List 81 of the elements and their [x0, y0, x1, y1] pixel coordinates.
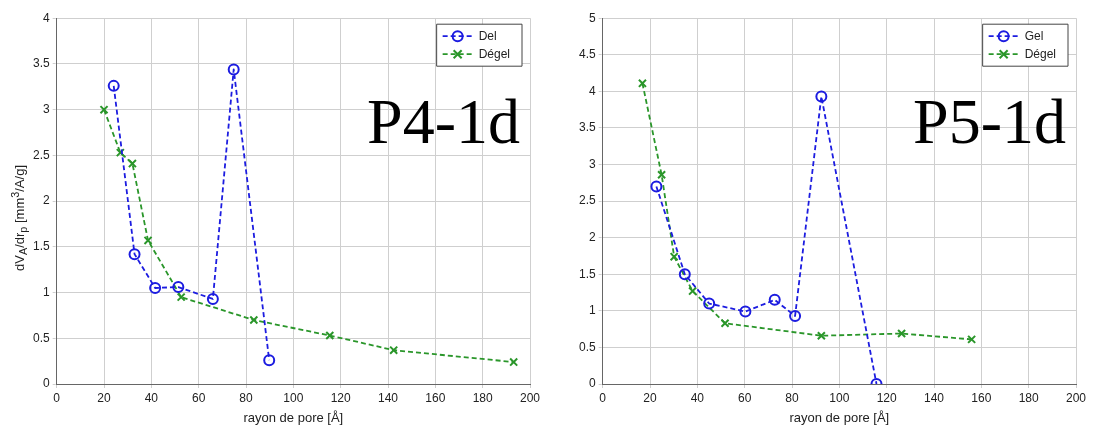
- y-tick-label: 0.5: [32, 330, 50, 345]
- y-tick-label: 2.5: [578, 193, 596, 208]
- point: [967, 334, 977, 344]
- x-tick-label: 60: [738, 390, 752, 405]
- y-tick-label: 1.5: [578, 266, 596, 281]
- legend-label: Del: [478, 28, 497, 43]
- point: [127, 159, 137, 169]
- x-tick-label: 100: [829, 390, 850, 405]
- x-tick-label: 120: [330, 390, 351, 405]
- y-tick-label: 4: [588, 83, 596, 98]
- x-tick-label: 120: [876, 390, 897, 405]
- point: [128, 248, 141, 261]
- point: [325, 331, 335, 341]
- point: [115, 148, 125, 158]
- x-tick-label: 60: [192, 390, 206, 405]
- y-tick-label: 4: [42, 10, 50, 25]
- y-tick-label: 0.5: [578, 339, 596, 354]
- point: [720, 318, 730, 328]
- x-tick-label: 20: [643, 390, 658, 405]
- point: [263, 354, 276, 367]
- y-tick-label: 5: [588, 10, 596, 25]
- y-tick-label: 4.5: [578, 47, 596, 62]
- point: [678, 268, 691, 281]
- point: [149, 281, 162, 294]
- point: [227, 63, 240, 76]
- legend-label: Gel: [1024, 28, 1044, 43]
- x-axis-title: rayon de pore [Å]: [789, 409, 890, 425]
- x-tick-label: 20: [97, 390, 112, 405]
- point: [897, 328, 907, 339]
- x-tick-label: 200: [1065, 390, 1087, 405]
- y-tick-label: 0: [42, 376, 50, 391]
- point: [637, 78, 647, 88]
- x-tick-label: 0: [599, 390, 607, 405]
- y-tick-label: 3: [42, 101, 50, 116]
- point: [650, 180, 663, 193]
- point: [768, 293, 781, 306]
- x-tick-label: 180: [472, 390, 493, 405]
- y-tick-label: 1: [588, 303, 596, 318]
- y-tick-label: 3.5: [32, 56, 50, 71]
- point: [739, 305, 752, 318]
- x-tick-label: 200: [519, 390, 541, 405]
- point: [509, 357, 519, 367]
- point: [143, 235, 153, 245]
- point: [107, 79, 120, 92]
- y-tick-label: 2: [588, 229, 596, 244]
- x-tick-label: 0: [53, 390, 61, 405]
- point: [206, 292, 219, 305]
- point: [249, 315, 259, 325]
- point: [99, 105, 109, 115]
- point: [816, 331, 826, 341]
- x-tick-label: 180: [1018, 390, 1039, 405]
- y-tick-label: 3: [588, 156, 596, 171]
- point: [176, 292, 186, 302]
- y-tick-label: 0: [588, 376, 596, 391]
- x-tick-label: 160: [971, 390, 992, 405]
- annotation: P4-1d: [367, 86, 520, 158]
- point: [815, 90, 828, 103]
- x-tick-label: 40: [144, 390, 159, 405]
- y-tick-label: 2: [42, 193, 50, 208]
- x-tick-label: 140: [377, 390, 399, 405]
- point: [789, 309, 802, 322]
- point: [703, 297, 716, 310]
- y-tick-label: 1: [42, 284, 50, 299]
- x-tick-label: 40: [690, 390, 705, 405]
- point: [688, 286, 698, 296]
- y-tick-label: 3.5: [578, 120, 596, 135]
- legend-label: Dégel: [1024, 46, 1057, 61]
- point: [657, 170, 667, 180]
- point: [669, 252, 679, 262]
- point: [389, 345, 399, 355]
- y-tick-label: 2.5: [32, 147, 50, 162]
- x-tick-label: 140: [923, 390, 945, 405]
- x-tick-label: 160: [425, 390, 446, 405]
- legend-label: Dégel: [478, 46, 511, 61]
- x-tick-label: 100: [283, 390, 304, 405]
- annotation: P5-1d: [913, 86, 1066, 158]
- x-tick-label: 80: [239, 390, 253, 405]
- point: [172, 281, 185, 294]
- y-tick-label: 1.5: [32, 239, 50, 254]
- x-tick-label: 80: [785, 390, 799, 405]
- x-axis-title: rayon de pore [Å]: [243, 409, 344, 425]
